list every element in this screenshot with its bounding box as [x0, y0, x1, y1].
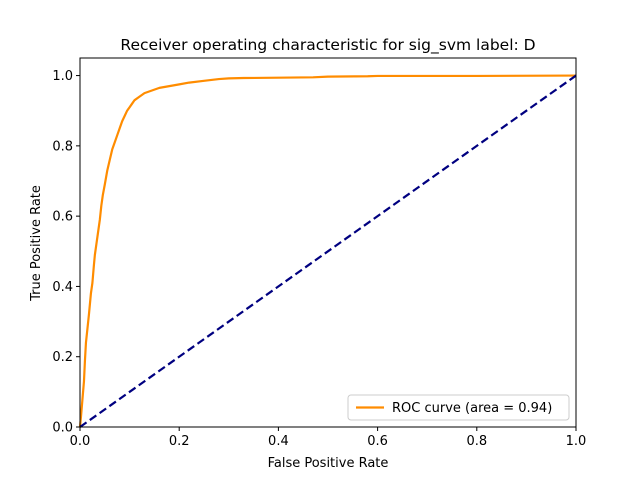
y-tick-label: 0.2 — [52, 350, 73, 365]
chart-title: Receiver operating characteristic for si… — [120, 36, 535, 55]
series-layer — [78, 74, 577, 428]
legend-entry: ROC curve (area = 0.94) — [392, 401, 552, 416]
y-tick-label: 0.8 — [52, 139, 73, 154]
plot-frame — [79, 57, 577, 428]
y-axis-label: True Positive Rate — [29, 185, 44, 302]
y-tick-label: 0.0 — [52, 421, 73, 436]
y-tick-label: 0.6 — [52, 210, 73, 225]
y-axis: 0.0 0.2 0.4 0.6 0.8 1.0 — [52, 69, 80, 436]
legend: ROC curve (area = 0.94) — [347, 394, 570, 421]
x-tick-label: 0.8 — [466, 434, 487, 449]
legend-box — [347, 394, 570, 421]
x-tick-label: 1.0 — [566, 434, 587, 449]
y-tick-label: 0.4 — [52, 280, 73, 295]
x-tick-label: 0.6 — [367, 434, 388, 449]
x-axis: 0.0 0.2 0.4 0.6 0.8 1.0 — [70, 427, 587, 449]
roc-curve — [78, 74, 577, 428]
x-tick-label: 0.4 — [268, 434, 289, 449]
x-axis-label: False Positive Rate — [268, 456, 389, 471]
x-tick-label: 0.0 — [70, 434, 91, 449]
chance-line — [79, 74, 577, 428]
y-tick-label: 1.0 — [52, 69, 73, 84]
x-tick-label: 0.2 — [169, 434, 190, 449]
